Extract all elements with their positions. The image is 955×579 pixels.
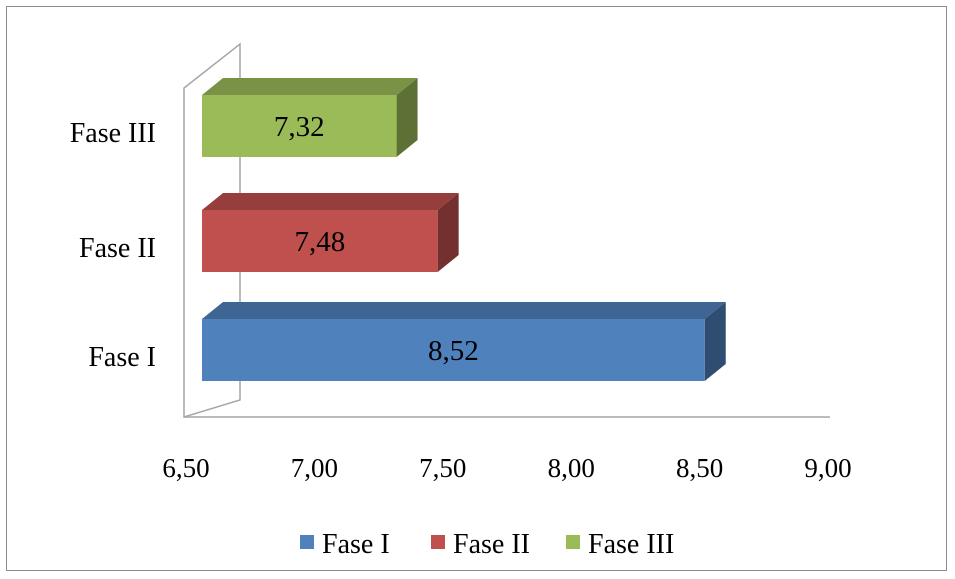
- bar-top-3: [202, 78, 418, 95]
- category-label-1: Fase I: [88, 342, 156, 373]
- x-tick-label-4: 8,00: [548, 453, 595, 483]
- category-label-2: Fase II: [79, 233, 156, 264]
- data-label-3: 7,32: [274, 111, 325, 143]
- legend-label-2: Fase II: [453, 529, 530, 560]
- x-tick-label-1: 6,50: [162, 453, 209, 483]
- legend-label-3: Fase III: [588, 529, 674, 560]
- data-label-2: 7,48: [294, 226, 345, 258]
- category-label-3: Fase III: [70, 118, 156, 149]
- x-tick-label-2: 7,00: [291, 453, 338, 483]
- legend-label-1: Fase I: [322, 529, 390, 560]
- bar-top-2: [202, 193, 459, 210]
- data-label-1: 8,52: [428, 335, 479, 367]
- x-tick-label-5: 8,50: [676, 453, 723, 483]
- legend-swatch-1: [300, 535, 314, 549]
- bar-top-1: [202, 302, 726, 319]
- x-tick-label-3: 7,50: [419, 453, 466, 483]
- legend-swatch-2: [431, 535, 445, 549]
- x-tick-label-6: 9,00: [804, 453, 851, 483]
- legend-swatch-3: [566, 535, 580, 549]
